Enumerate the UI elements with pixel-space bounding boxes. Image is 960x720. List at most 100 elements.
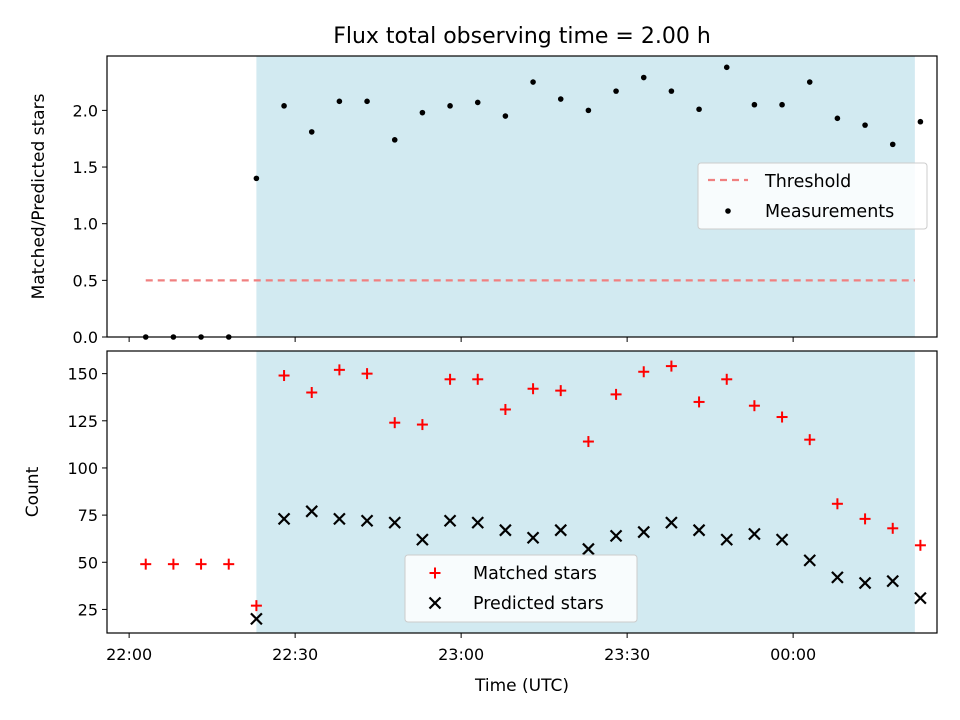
predicted-star-point	[582, 542, 595, 556]
matched-star-point	[306, 386, 318, 398]
legend-predicted-marker	[428, 596, 442, 610]
predicted-star-point	[388, 516, 402, 529]
matched-star-point	[859, 513, 871, 525]
x-tick-label: 23:30	[604, 645, 650, 664]
matched-star-point	[887, 522, 899, 534]
measurement-point	[613, 88, 619, 94]
measurement-point	[668, 88, 675, 94]
measurement-points	[142, 64, 924, 340]
legend-threshold-label: Threshold	[764, 172, 851, 192]
measurement-point	[557, 96, 564, 102]
measurement-point	[751, 101, 758, 108]
predicted-star-point	[554, 523, 568, 537]
measurement-point	[862, 122, 868, 128]
matched-star-point	[416, 419, 428, 431]
matched-star-point	[140, 558, 152, 570]
bottom-plot-frame	[106, 350, 938, 634]
bottom-legend-box	[404, 554, 638, 623]
matched-star-point	[610, 388, 622, 400]
top-y-tick-label: 0.5	[73, 271, 98, 290]
legend-matched-label: Matched stars	[473, 564, 597, 584]
measurement-point	[723, 64, 730, 71]
measurement-point	[502, 113, 509, 119]
matched-star-point	[582, 436, 594, 448]
matched-star-point	[665, 360, 677, 372]
measurement-point	[917, 118, 924, 125]
top-y-tick-label: 1.5	[73, 158, 98, 177]
top-legend-box	[697, 162, 928, 230]
measurement-point	[889, 141, 896, 148]
measurement-point	[281, 103, 287, 109]
bottom-y-tick-label: 125	[67, 412, 98, 431]
measurement-point	[336, 98, 343, 105]
predicted-star-point	[443, 514, 457, 528]
predicted-star-point	[637, 525, 651, 539]
count-panel: 25 50 75 100 125 150 22:00 22:30 23:00 23:30 00:00…	[23, 350, 938, 696]
matched-star-point	[333, 364, 345, 376]
matched-star-point	[361, 368, 373, 380]
top-y-tick-label: 0.0	[73, 328, 98, 347]
measurement-point	[806, 79, 813, 85]
measurement-point	[696, 106, 702, 113]
matched-star-point	[914, 539, 926, 551]
legend-measurements-label: Measurements	[765, 202, 894, 222]
matched-star-point	[250, 600, 262, 612]
top-legend: Threshold Measurements	[697, 162, 928, 230]
predicted-star-point	[831, 571, 844, 584]
measurement-point	[640, 74, 647, 81]
predicted-star-point	[775, 533, 789, 546]
count-points	[140, 360, 927, 626]
matched-star-point	[804, 434, 816, 446]
top-y-axis-label: Matched/Predicted stars	[29, 93, 49, 299]
matched-star-point	[472, 373, 484, 385]
matched-star-point	[776, 411, 788, 423]
predicted-star-point	[305, 505, 319, 518]
matched-star-point	[721, 373, 733, 385]
matched-star-point	[278, 370, 290, 382]
predicted-star-point	[526, 531, 540, 545]
measurement-point	[391, 137, 398, 143]
legend-predicted-label: Predicted stars	[473, 594, 604, 614]
legend-matched-marker	[429, 567, 441, 579]
x-tick-label: 22:30	[272, 645, 318, 664]
measurement-point	[419, 109, 426, 116]
measurement-point	[474, 99, 481, 106]
predicted-star-point	[277, 512, 291, 526]
predicted-star-point	[720, 533, 734, 546]
matched-star-point	[748, 400, 760, 412]
bottom-axis-ticks: 25 50 75 100 125 150 22:00 22:30 23:00 23:30 00:00	[67, 365, 816, 664]
ratio-panel: 0.00.51.01.52.0 Matched/Predicted stars …	[29, 55, 938, 347]
predicted-star-point	[692, 523, 706, 537]
x-tick-label: 22:00	[106, 645, 152, 664]
bottom-y-tick-label: 150	[67, 365, 98, 384]
bottom-y-tick-label: 100	[67, 459, 98, 478]
measurement-point	[779, 101, 785, 108]
legend-matched-swatch	[429, 567, 441, 579]
matched-star-point	[223, 558, 235, 570]
matched-star-point	[499, 403, 511, 415]
predicted-star-point	[803, 554, 817, 567]
predicted-star-point	[499, 523, 512, 537]
predicted-star-point	[748, 527, 761, 541]
x-tick-label: 23:00	[438, 645, 484, 664]
matched-star-point	[527, 383, 539, 395]
predicted-star-point	[360, 514, 374, 528]
top-y-tick-label: 1.0	[73, 215, 98, 234]
chart-title: Flux total observing time = 2.00 h	[333, 24, 711, 49]
measurement-point	[834, 115, 841, 122]
predicted-star-point	[471, 516, 485, 529]
measurement-point	[253, 175, 260, 182]
bottom-y-tick-label: 50	[78, 553, 98, 572]
predicted-star-point	[250, 612, 263, 626]
bottom-legend: Matched stars Predicted stars	[404, 554, 638, 623]
measurement-point	[585, 107, 592, 114]
bottom-y-tick-label: 25	[78, 600, 98, 619]
predicted-star-point	[665, 516, 678, 529]
bottom-y-tick-label: 75	[78, 506, 98, 525]
top-axis-ticks: 0.0 0.5 1.0 1.5 2.0	[73, 101, 794, 347]
predicted-star-point	[416, 533, 429, 546]
measurement-point	[447, 103, 453, 109]
predicted-star-point	[858, 576, 872, 590]
matched-star-point	[693, 396, 705, 408]
